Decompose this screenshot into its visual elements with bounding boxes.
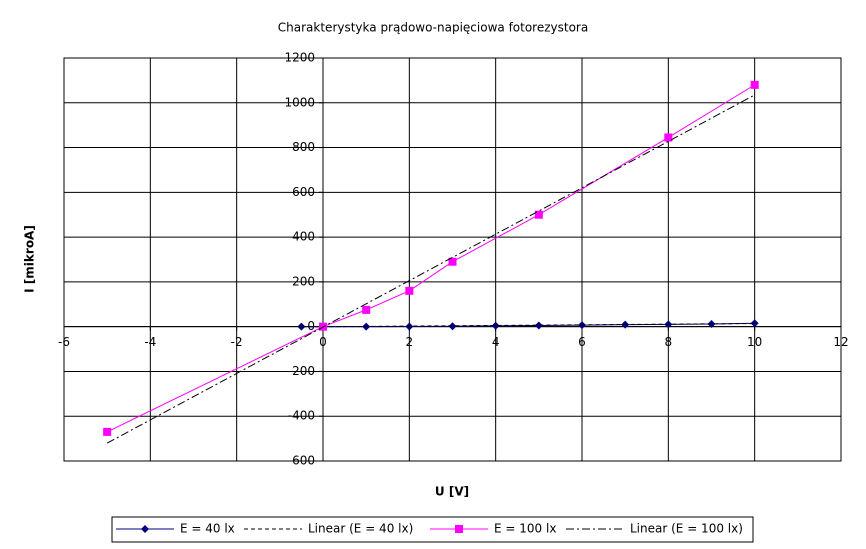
x-axis-title: U [V] xyxy=(435,485,469,499)
data-point xyxy=(491,321,500,330)
y-tick-label: -600 xyxy=(288,454,315,468)
data-point xyxy=(103,427,112,436)
series-line xyxy=(106,84,755,433)
y-tick-label: 400 xyxy=(292,230,315,244)
x-tick-label: 2 xyxy=(406,335,414,349)
series-line xyxy=(106,94,755,444)
legend-marker xyxy=(455,525,463,533)
data-point xyxy=(448,322,457,331)
data-point xyxy=(750,80,759,89)
legend-label: E = 100 lx xyxy=(494,522,556,536)
x-tick-label: -6 xyxy=(58,335,70,349)
y-tick-label: -200 xyxy=(288,364,315,378)
x-tick-label: 4 xyxy=(492,335,500,349)
y-tick-label: 600 xyxy=(292,185,315,199)
y-tick-label: 200 xyxy=(292,274,315,288)
data-point xyxy=(448,257,457,266)
x-tick-label: -4 xyxy=(144,335,156,349)
x-tick-label: 8 xyxy=(665,335,673,349)
y-tick-label: 800 xyxy=(292,140,315,154)
x-tick-label: -2 xyxy=(231,335,243,349)
x-tick-label: 12 xyxy=(833,335,848,349)
legend-label: E = 40 lx xyxy=(180,522,235,536)
data-point xyxy=(707,319,716,328)
y-tick-label: 1000 xyxy=(284,95,315,109)
data-point xyxy=(534,210,543,219)
data-point xyxy=(664,133,673,142)
y-tick-label: 1200 xyxy=(284,51,315,65)
legend-label: Linear (E = 100 lx) xyxy=(630,522,743,536)
x-tick-label: 10 xyxy=(747,335,762,349)
y-tick-label: -400 xyxy=(288,409,315,423)
legend-label: Linear (E = 40 lx) xyxy=(308,522,413,536)
series-line xyxy=(301,323,755,328)
y-axis-title: I [mikroA] xyxy=(23,225,37,293)
legend-marker xyxy=(141,525,149,533)
data-point xyxy=(750,319,759,328)
data-point xyxy=(534,321,543,330)
chart-title: Charakterystyka prądowo-napięciowa fotor… xyxy=(278,21,588,35)
x-tick-label: 6 xyxy=(578,335,586,349)
data-point xyxy=(405,286,414,295)
data-point xyxy=(362,305,371,314)
